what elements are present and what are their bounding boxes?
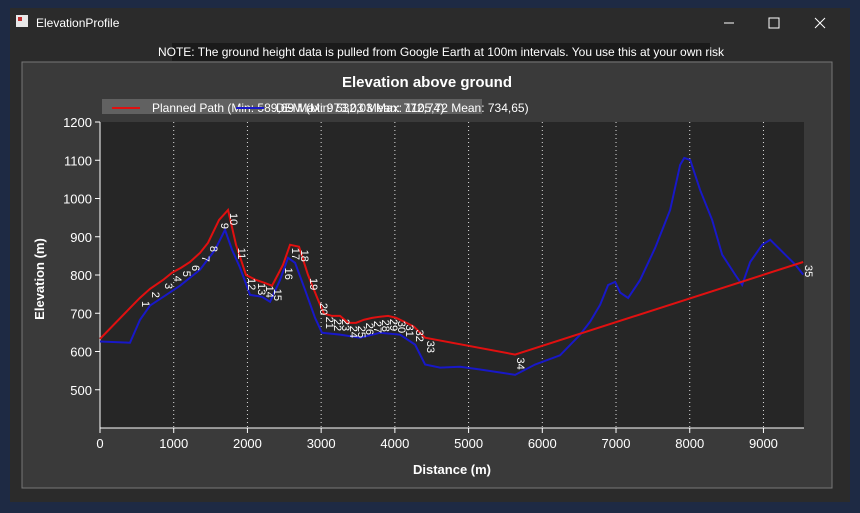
x-tick-label: 7000: [602, 436, 631, 451]
x-tick-label: 2000: [233, 436, 262, 451]
legend-label: Planned Path (Min: 589,69 Max: 973,03 Me…: [152, 101, 444, 115]
point-label: 34: [514, 358, 526, 370]
point-label: 6: [189, 265, 201, 271]
chart-title: Elevation above ground: [342, 74, 512, 91]
line: [99, 207, 804, 356]
point-label: 27: [371, 321, 383, 333]
close-button[interactable]: [814, 17, 826, 29]
point-label: 23: [339, 319, 351, 331]
point-label: 12: [245, 278, 257, 290]
point-label: 11: [235, 248, 247, 259]
point-label: 17: [289, 248, 301, 260]
app-icon-part: [18, 17, 22, 21]
point-label: 21: [323, 317, 335, 329]
y-tick-label: 800: [70, 268, 92, 283]
y-tick-label: 600: [70, 345, 92, 360]
chart: ElevationProfile NOTE: The ground height…: [16, 15, 833, 489]
point-label: 15: [271, 289, 283, 301]
point-label: 2: [149, 292, 161, 298]
point-label: 1: [139, 301, 151, 307]
legend-label: DEM (Min: 532,03 Max: 1105,72 Mean: 734,…: [276, 101, 529, 115]
point-label: 20: [317, 303, 329, 315]
point-label: 16: [282, 268, 294, 280]
maximize-button[interactable]: [768, 17, 780, 29]
x-tick-label: 8000: [675, 436, 704, 451]
point-label: 5: [180, 271, 192, 277]
point-label: 18: [298, 250, 310, 262]
point-label: 13: [255, 283, 267, 295]
y-tick-label: 1100: [64, 153, 92, 168]
point-label: 31: [403, 325, 415, 337]
point-label: 8: [207, 246, 219, 252]
y-tick-label: 1200: [63, 115, 92, 130]
x-tick-label: 6000: [528, 436, 557, 451]
x-axis-title: Distance (m): [413, 462, 491, 477]
note: NOTE: The ground height data is pulled f…: [158, 45, 725, 59]
x-tick-label: 3000: [307, 436, 336, 451]
x-tick-label: 5000: [454, 436, 483, 451]
y-axis-title: Elevation (m): [32, 238, 47, 320]
x-tick-label: 9000: [749, 436, 778, 451]
point-label: 33: [424, 341, 436, 353]
point-label: 10: [227, 213, 239, 225]
point-label: 32: [413, 330, 425, 342]
point-label: 4: [171, 276, 183, 282]
window-title: ElevationProfile: [36, 16, 120, 30]
point-label: 7: [199, 256, 211, 262]
legend-box: [102, 99, 482, 114]
window: ElevationProfile NOTE: The ground height…: [10, 8, 850, 502]
point-label: 9: [218, 223, 230, 229]
point-label: 35: [802, 265, 814, 277]
x-tick-label: 4000: [380, 436, 409, 451]
point-label: 24: [347, 326, 359, 338]
point-label: 25: [355, 326, 367, 338]
point-label: 29: [387, 319, 399, 331]
note-bar: [172, 43, 710, 61]
point-label: 14: [263, 286, 275, 298]
point-label: 28: [379, 320, 391, 332]
plot-area: [100, 122, 804, 428]
point-label: 30: [395, 321, 407, 333]
point-label: 3: [162, 283, 174, 289]
line: [99, 156, 804, 376]
x-tick-label: 1000: [159, 436, 188, 451]
point-label: 26: [363, 323, 375, 335]
y-tick-label: 900: [70, 230, 92, 245]
y-tick-label: 700: [70, 306, 92, 321]
y-tick-label: 500: [70, 383, 92, 398]
y-tick-label: 1000: [63, 192, 92, 207]
x-tick-label: 0: [96, 436, 103, 451]
point-label: 22: [331, 319, 343, 331]
point-label: 19: [307, 278, 319, 290]
